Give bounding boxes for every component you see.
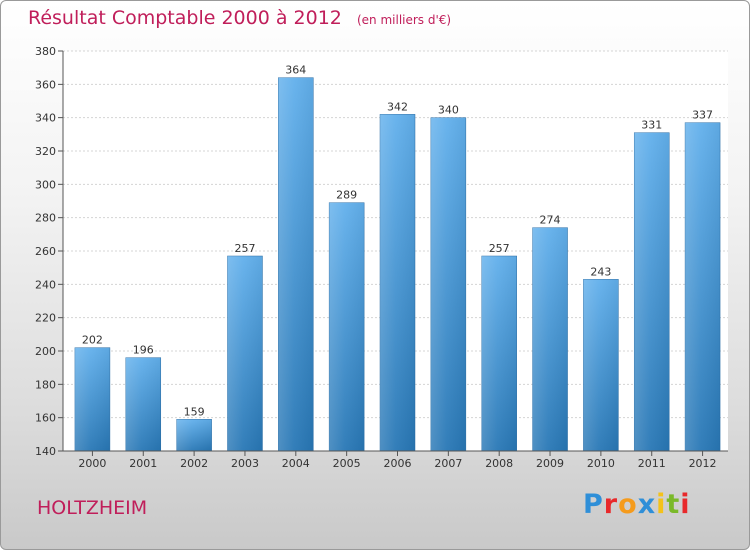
x-tick-label: 2007	[434, 457, 462, 470]
bar-highlight	[380, 114, 415, 451]
y-tick-label: 360	[35, 78, 56, 91]
bar-highlight	[685, 122, 721, 452]
data-label: 331	[641, 119, 662, 132]
bar-highlight	[532, 227, 568, 451]
y-tick-label: 340	[35, 112, 56, 125]
bar-highlight	[74, 347, 110, 451]
data-label: 202	[82, 334, 103, 347]
data-label: 243	[590, 265, 611, 278]
y-tick-label: 140	[35, 445, 56, 458]
y-tick-label: 380	[35, 45, 56, 58]
chart-title: Résultat Comptable 2000 à 2012 (en milli…	[28, 7, 451, 29]
y-tick-label: 160	[35, 412, 56, 425]
y-tick-label: 180	[35, 378, 56, 391]
y-tick-label: 240	[35, 278, 56, 291]
x-tick-label: 2012	[689, 457, 717, 470]
unit-note: (en milliers d'€)	[356, 13, 452, 27]
data-label: 364	[285, 64, 306, 77]
logo-letter: i	[656, 489, 667, 520]
x-tick-label: 2002	[180, 457, 208, 470]
logo-letter: P	[583, 489, 604, 520]
bar-highlight	[329, 202, 365, 451]
bar-highlight	[430, 117, 466, 452]
y-tick-label: 320	[35, 145, 56, 158]
data-label: 342	[387, 100, 408, 113]
data-label: 257	[489, 242, 510, 255]
x-tick-label: 2004	[282, 457, 310, 470]
bar-highlight	[278, 77, 314, 452]
data-label: 337	[692, 109, 713, 122]
commune-name: HOLTZHEIM	[37, 497, 148, 519]
bar-highlight	[634, 132, 670, 451]
x-tick-label: 2006	[384, 457, 412, 470]
y-tick-label: 200	[35, 345, 56, 358]
data-label: 289	[336, 189, 357, 202]
y-tick-label: 300	[35, 178, 56, 191]
data-label: 257	[234, 242, 255, 255]
x-tick-label: 2000	[78, 457, 106, 470]
logo-letter: o	[618, 489, 638, 520]
x-tick-label: 2008	[485, 457, 513, 470]
x-tick-label: 2001	[129, 457, 157, 470]
bar-highlight	[481, 256, 517, 451]
data-label: 340	[438, 104, 459, 117]
logo-letter: x	[637, 489, 657, 520]
logo-letter: r	[603, 489, 619, 520]
data-label: 196	[133, 344, 154, 357]
title-text: Résultat Comptable 2000 à 2012	[28, 7, 342, 29]
proxiti-logo: Proxiti	[583, 489, 691, 520]
logo-letter: t	[666, 489, 681, 520]
data-label: 159	[184, 405, 205, 418]
x-tick-label: 2010	[587, 457, 615, 470]
x-tick-label: 2005	[333, 457, 361, 470]
y-tick-label: 220	[35, 312, 56, 325]
x-tick-label: 2011	[638, 457, 666, 470]
bar-highlight	[125, 357, 161, 451]
y-tick-label: 280	[35, 212, 56, 225]
data-label: 274	[540, 214, 561, 227]
x-tick-label: 2003	[231, 457, 259, 470]
bar-highlight	[583, 279, 619, 451]
bar-highlight	[176, 419, 212, 451]
x-tick-label: 2009	[536, 457, 564, 470]
logo-letter: i	[680, 489, 691, 520]
y-tick-label: 260	[35, 245, 56, 258]
bar-highlight	[227, 256, 263, 451]
